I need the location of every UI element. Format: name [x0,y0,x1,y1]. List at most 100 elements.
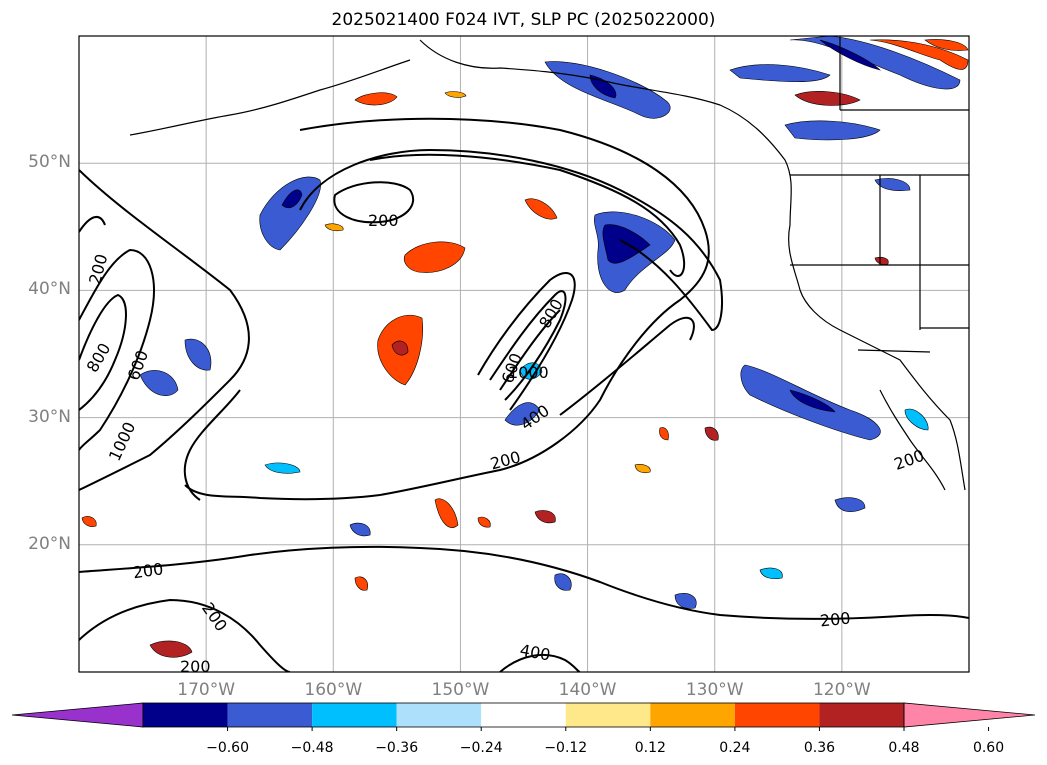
pos-anomaly-mid5 [659,427,669,441]
colorbar-segment [481,703,566,727]
pos-anomaly-mid3 [354,576,368,591]
neg-anomaly-baja-core [789,389,836,413]
pos-anomaly-ne [869,39,969,70]
pos-anomaly-center [403,241,466,273]
aleutian-arc [129,59,411,136]
contour-label: 200 [819,608,851,630]
lon-tick-label: 120°W [812,680,871,700]
neg-anomaly-hawaii [349,522,371,537]
contour-label: 200 [85,252,111,286]
colorbar-tick-label: −0.24 [459,740,503,756]
colorbar-tick-label: −0.48 [290,740,334,756]
lon-tick-label: 130°W [685,680,744,700]
lat-tick-label: 20°N [28,533,71,554]
contour-label: 200 [488,447,522,473]
colorbar-tick-label: −0.36 [375,740,419,756]
contour-inner-west2 [79,293,127,411]
us-states [790,175,969,330]
lon-tick-label: 150°W [431,680,490,700]
contour-600 [477,271,576,411]
pos-anomaly-east1 [524,198,558,220]
neg-anomaly-south1 [834,497,866,513]
neg-anomaly-nw [259,176,321,251]
colorbar-extend-low [11,702,144,728]
pos-anomaly-west [81,516,97,527]
colorbar-segment [227,703,313,727]
colorbar-tick-label: 0.24 [719,740,751,756]
lat-tick-label: 50°N [28,152,71,173]
colorbar-frame [142,702,905,728]
pos-anomaly-mid1 [434,498,459,528]
colorbar-tick-label: 0.48 [888,740,920,756]
contour-lower [79,545,969,620]
pos-anomaly-east2 [874,256,889,265]
pos-anomaly-mid4 [704,426,719,441]
contour-east-lower [559,316,695,416]
contour-1000 [499,309,561,391]
lat-tick-label: 40°N [28,279,71,300]
colorbar-segment [396,703,482,727]
baja-coast [879,389,946,491]
lon-tick-label: 140°W [558,680,617,700]
contour-label: 200 [892,446,927,474]
neg-anomaly-mid1 [504,402,541,426]
contour-label: 1000 [508,363,549,382]
map-title: 2025021400 F024 IVT, SLP PC (2025022000) [331,10,716,30]
neg-anomaly-ne [729,64,831,83]
colorbar-segment [312,703,397,727]
contour-label: 1000 [105,419,139,464]
contour-labels: 200 200 200 200 200 200 200 200 400 400 … [83,211,927,676]
neg-anomaly-west [139,370,179,397]
pos-anomaly-shading [81,39,969,658]
colorbar-segment [143,703,228,727]
contour-200-big [184,117,710,501]
contour-800 [489,290,567,401]
colorbar-tick-label: −0.60 [206,740,249,756]
lat-tick-label: 30°N [28,406,71,427]
neg-anomaly-south2 [674,593,697,609]
colorbar-segment [819,703,904,727]
contour-west-boxes [79,216,106,233]
colorbar-tick-label: 0.60 [972,740,1005,756]
neg-anomaly-nw-core [281,189,303,209]
pos-anomaly-nw [324,223,344,232]
coastlines [129,36,969,491]
lon-tick-label: 170°W [177,680,236,700]
neg-anomaly-south3 [264,462,301,474]
contour-label: 400 [518,641,551,665]
contour-400-inner [369,153,686,277]
pos-anomaly-south-core [391,340,409,356]
contour-label: 200 [132,559,165,582]
pos-anomaly-mid7 [477,516,491,528]
north-america-coast [419,39,966,491]
colorbar-segment [650,703,735,727]
colorbar-tick-label: 0.36 [803,740,836,756]
neg-anomaly-se [904,408,929,431]
map-frame [78,35,970,673]
contour-200-loop [333,181,415,224]
pos-anomaly-sw [149,640,193,658]
pos-anomaly-ne2 [924,39,969,51]
contour-200-west [183,389,241,501]
lon-tick-label: 160°W [304,680,363,700]
colorbar-tick-label: −0.12 [544,740,588,756]
mexico-border [857,349,931,353]
contour-south2 [499,653,581,672]
pos-anomaly-mid6 [634,464,651,474]
pos-anomaly-mid2 [534,510,556,524]
neg-anomaly-east [874,178,911,191]
pos-anomaly-pnw [794,91,861,106]
pos-anomaly-n [444,91,467,98]
colorbar-extend-high [903,702,1036,728]
neg-anomaly-west2 [184,338,212,371]
contour-inner-west [79,248,155,451]
colorbar-tick-label: 0.12 [634,740,666,756]
neg-anomaly-bc [784,120,881,141]
neg-anomaly-gulf-alaska-core [589,74,617,99]
contour-label: 200 [180,657,211,676]
contour-200-outer [79,169,250,491]
canada-states [839,36,969,111]
pos-anomaly-alaska [354,92,398,106]
slp-contours [79,117,969,672]
